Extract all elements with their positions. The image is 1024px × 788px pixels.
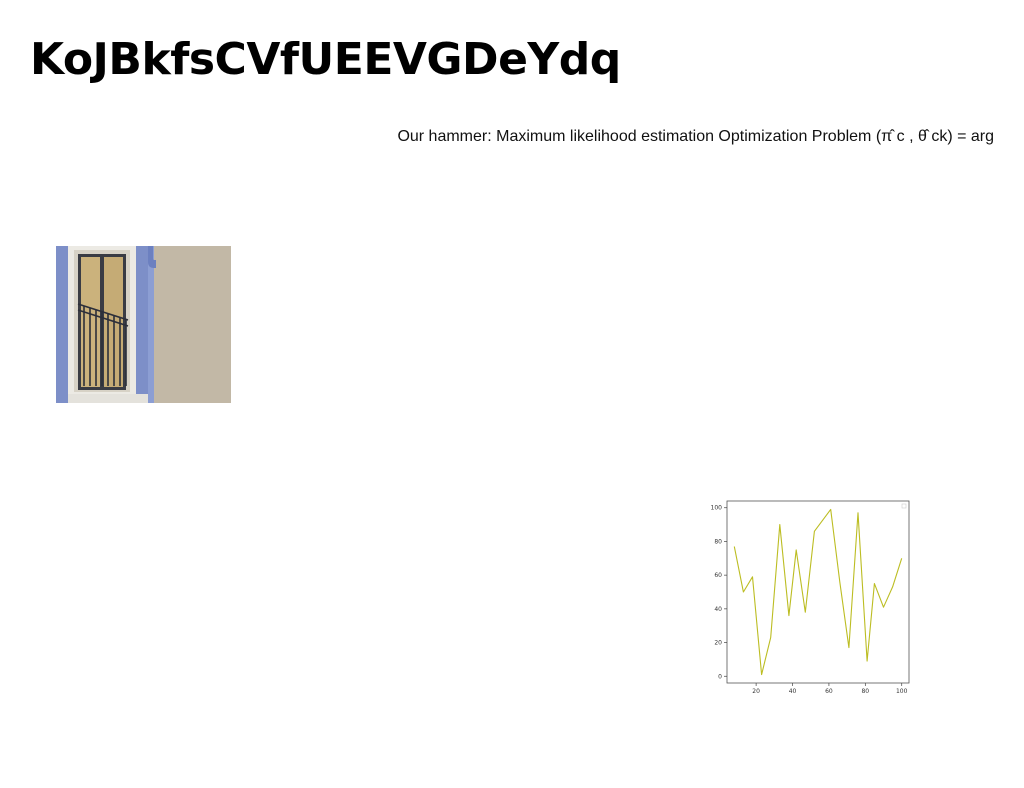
x-tick-label: 20 xyxy=(752,688,760,695)
line-chart: 20 40 60 80 100 0 20 40 60 80 100 xyxy=(711,500,910,695)
y-tick-label: 60 xyxy=(714,572,722,579)
series-line xyxy=(733,508,903,676)
page-title: KoJBkfsCVfUEEVGDeYdq xyxy=(30,34,621,85)
plot-area xyxy=(726,500,910,684)
y-tick-label: 40 xyxy=(714,606,722,613)
y-tick-label: 0 xyxy=(718,673,722,680)
legend-box xyxy=(901,503,907,509)
y-tick-label: 20 xyxy=(714,640,722,647)
x-tick-label: 80 xyxy=(861,688,869,695)
x-tick-label: 60 xyxy=(825,688,833,695)
y-tick-label: 80 xyxy=(714,538,722,545)
x-tick-label: 100 xyxy=(896,688,908,695)
building-window-photo xyxy=(56,246,231,403)
y-tick-label: 100 xyxy=(711,505,723,512)
x-tick-label: 40 xyxy=(789,688,797,695)
subtitle-text: Our hammer: Maximum likelihood estimatio… xyxy=(397,128,994,145)
